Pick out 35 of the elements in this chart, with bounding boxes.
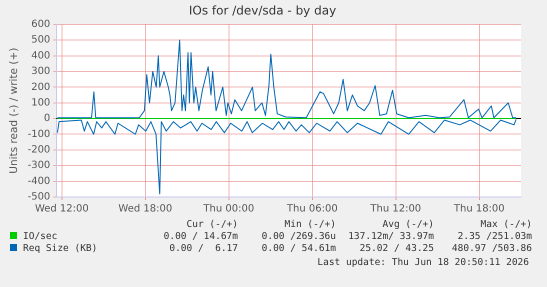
y-tick-label: 600 [31,18,50,30]
y-tick-label: -300 [28,160,50,172]
text: Cur (-/+) [186,219,238,231]
y-tick-label: 0 [44,113,50,124]
text: 137.12m/ 33.97m [347,231,434,243]
y-tick-label: 300 [31,66,50,78]
x-tick-label: Thu 06:00 [286,204,338,215]
text: Max (-/+) [480,219,532,231]
legend-label: Req Size (KB) [22,243,98,255]
text: Avg (-/+) [382,219,434,231]
x-tick-label: Thu 12:00 [369,204,422,215]
text: Min (-/+) [284,219,336,231]
text: 0.00 /269.36u [260,231,336,243]
text: 2.35 /251.03m [456,231,532,243]
y-tick-label: -200 [28,144,50,156]
chart-title: IOs for /dev/sda - by day [188,3,336,18]
y-tick-label: 500 [31,34,50,46]
text: 25.02 / 43.25 [358,243,434,255]
y-axis-title: Units read (-) / write (+) [8,48,20,174]
y-tick-label: 200 [31,82,50,93]
y-tick-label: 100 [31,97,50,108]
text: 0.00 / 14.67m [162,231,238,243]
y-tick-label: -100 [28,128,50,140]
text: Last update: Thu Jun 18 20:50:11 2026 [317,257,529,268]
x-tick-label: Thu 18:00 [452,204,505,215]
y-tick-label: -500 [28,192,50,203]
x-tick-label: Wed 18:00 [118,204,172,215]
text: 480.97 /503.86 [450,243,532,255]
legend-label: IO/sec [22,231,58,243]
text: 0.00 / 54.61m [260,243,336,255]
x-tick-label: Wed 12:00 [34,204,89,215]
x-tick-label: Thu 00:00 [202,204,254,215]
text: 0.00 / 6.17 [168,243,238,255]
y-tick-label: 400 [31,50,50,62]
y-tick-label: -400 [28,176,50,187]
